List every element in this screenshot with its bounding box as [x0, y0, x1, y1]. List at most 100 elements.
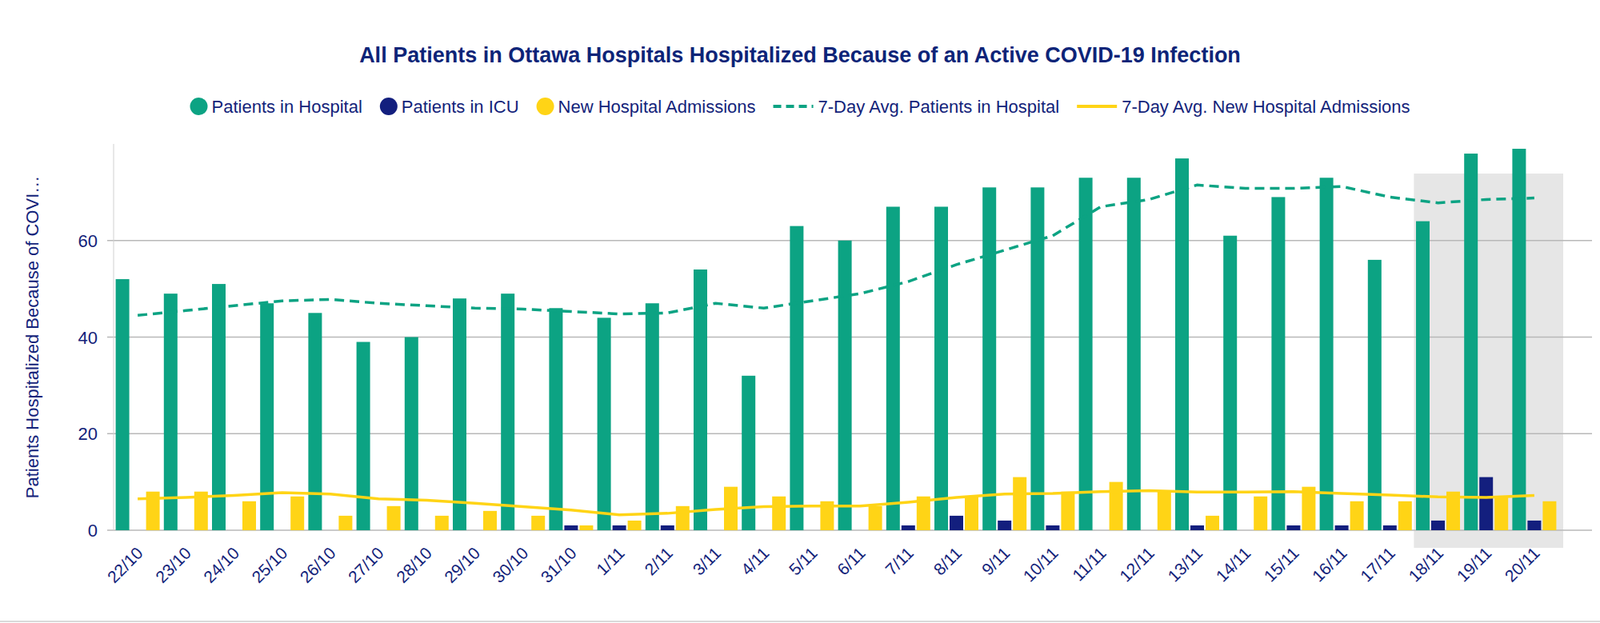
x-tick-label: 31/10: [536, 544, 580, 587]
legend-swatch: [1076, 104, 1117, 108]
legend-label: 7-Day Avg. Patients in Hospital: [818, 96, 1060, 117]
x-tick-label: 17/11: [1356, 544, 1399, 586]
x-tick-label: 4/11: [736, 544, 772, 580]
legend-swatch: [773, 104, 814, 108]
bar: [964, 496, 979, 531]
x-tick-label: 14/11: [1212, 544, 1254, 586]
y-tick-label: 40: [78, 328, 98, 348]
bar: [1127, 177, 1141, 531]
bar: [934, 206, 948, 531]
x-tick-label: 2/11: [640, 544, 676, 580]
bar: [1157, 492, 1172, 531]
bar: [1190, 525, 1204, 531]
x-tick-label: 13/11: [1164, 544, 1206, 586]
bar: [1368, 260, 1382, 531]
legend-label: 7-Day Avg. New Hospital Admissions: [1121, 96, 1410, 117]
y-tick-label: 20: [78, 424, 98, 444]
bar: [452, 298, 467, 531]
x-tick-label: 10/11: [1019, 544, 1061, 586]
bar: [1431, 520, 1445, 531]
x-tick-label: 18/11: [1404, 544, 1447, 586]
legend-swatch: [536, 97, 555, 116]
x-tick-label: 22/10: [103, 544, 146, 587]
bar: [1527, 520, 1541, 531]
bar: [597, 317, 612, 531]
bar: [853, 530, 868, 532]
bar: [804, 530, 819, 532]
bar: [372, 530, 386, 532]
bar: [242, 501, 256, 531]
bar: [164, 293, 178, 531]
x-tick-label: 30/10: [488, 544, 532, 587]
x-tick-label: 19/11: [1452, 544, 1495, 586]
bar: [901, 525, 916, 531]
bar: [131, 530, 145, 532]
bar: [579, 525, 593, 531]
bar: [564, 525, 578, 531]
line: [137, 184, 1535, 316]
x-tick-label: 12/11: [1116, 544, 1158, 586]
bar: [1223, 236, 1237, 531]
bar: [212, 284, 226, 531]
bar: [982, 187, 996, 531]
bar: [1542, 501, 1556, 531]
y-tick-label: 60: [78, 231, 98, 252]
bar: [660, 525, 675, 531]
bar: [387, 506, 401, 531]
x-tick-label: 9/11: [977, 544, 1013, 580]
y-axis-label: Patients Hospitalized Because of COVI…: [22, 176, 43, 500]
bar: [1416, 221, 1430, 531]
bar: [1383, 525, 1397, 531]
x-tick-label: 7/11: [881, 544, 917, 580]
shaded-region: [1413, 173, 1564, 548]
bar: [1238, 530, 1252, 532]
bar: [548, 308, 563, 531]
bar: [435, 516, 449, 531]
frame-line: [0, 620, 1600, 623]
bar: [772, 496, 786, 531]
bar: [1045, 525, 1060, 531]
bar: [1012, 477, 1027, 531]
bar: [628, 520, 642, 531]
x-tick-label: 25/10: [248, 544, 291, 587]
bar: [420, 530, 434, 532]
bar: [997, 520, 1012, 531]
bar: [116, 279, 130, 531]
bar: [1286, 525, 1300, 531]
x-tick-label: 8/11: [929, 544, 965, 580]
bar: [886, 206, 900, 531]
legend-item: Patients in ICU: [380, 96, 520, 117]
y-axis-line: [113, 144, 115, 531]
bar: [1494, 496, 1508, 531]
bar: [1479, 477, 1493, 531]
bar: [645, 303, 660, 531]
x-tick-label: 28/10: [392, 544, 436, 587]
legend-label: New Hospital Admissions: [558, 96, 756, 117]
legend-item: 7-Day Avg. Patients in Hospital: [773, 96, 1060, 117]
legend: Patients in Hospital Patients in ICU New H…: [190, 96, 1411, 117]
bar: [1079, 177, 1093, 531]
bar: [1271, 196, 1285, 531]
bar: [1512, 148, 1526, 531]
bar: [356, 342, 371, 531]
legend-swatch: [190, 97, 208, 116]
bar: [1205, 516, 1220, 531]
x-tick-label: 5/11: [785, 544, 821, 580]
bar: [949, 516, 964, 531]
y-tick-label: 0: [88, 520, 98, 541]
bar: [1142, 530, 1156, 532]
legend-item: Patients in Hospital: [190, 96, 363, 117]
chart: All Patients in Ottawa Hospitals Hospita…: [0, 0, 1600, 623]
legend-label: Patients in ICU: [401, 96, 520, 117]
bar: [1350, 501, 1364, 531]
bar: [708, 530, 723, 532]
x-tick-label: 27/10: [344, 544, 387, 587]
line: [137, 490, 1535, 515]
bar: [1253, 496, 1268, 531]
bar: [516, 530, 530, 532]
legend-item: 7-Day Avg. New Hospital Admissions: [1076, 96, 1410, 117]
bar: [227, 530, 241, 532]
legend-label: Patients in Hospital: [212, 96, 363, 117]
bar: [260, 303, 274, 531]
legend-swatch: [380, 97, 398, 116]
